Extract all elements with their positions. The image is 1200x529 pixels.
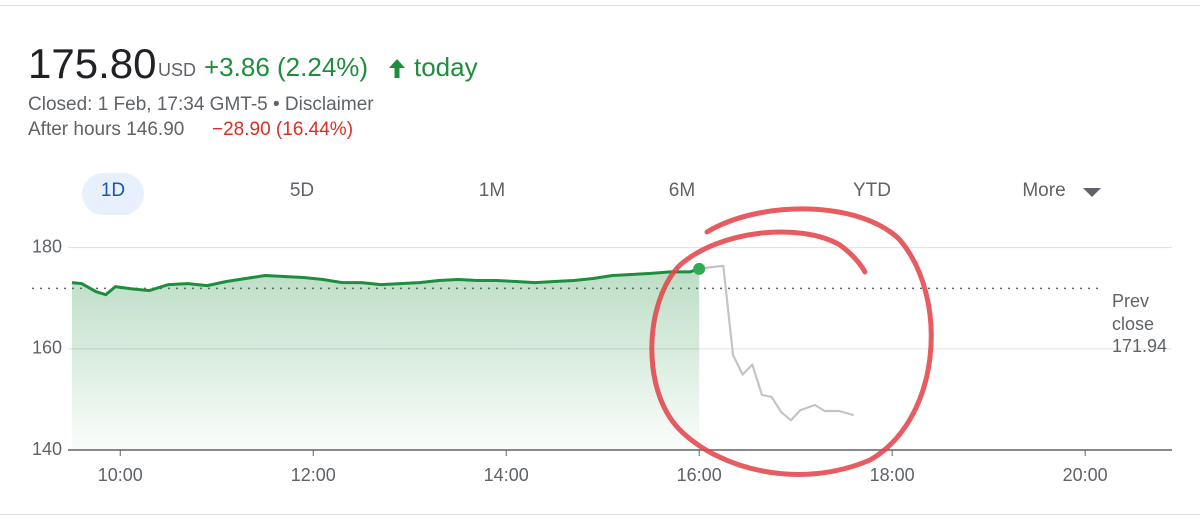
tab[interactable]: YTD bbox=[853, 180, 891, 201]
tab[interactable]: 1M bbox=[478, 180, 506, 201]
tab[interactable]: 6M bbox=[668, 180, 696, 201]
y-tick-label: 140 bbox=[32, 439, 62, 459]
tab[interactable]: More bbox=[1022, 180, 1066, 201]
dropdown-icon bbox=[1083, 188, 1101, 197]
status: Closed: 1 Feb, 17:34 GMT-5 • Disclaimer bbox=[28, 94, 374, 115]
x-tick-label: 14:00 bbox=[484, 465, 529, 485]
line bbox=[71, 267, 700, 297]
line bbox=[699, 264, 854, 422]
price: 175.80 bbox=[28, 40, 157, 87]
prev-close-label: Prev close bbox=[1112, 291, 1155, 334]
currency: USD bbox=[158, 60, 197, 80]
selected-tab-chip bbox=[82, 173, 144, 215]
x-tick-label: 10:00 bbox=[98, 465, 143, 485]
up-arrow bbox=[389, 59, 405, 78]
top-border bbox=[0, 5, 1200, 6]
tab[interactable]: 5D bbox=[289, 180, 315, 201]
prev-close-value: 171.94 bbox=[1112, 336, 1168, 356]
x-tick-label: 16:00 bbox=[677, 465, 722, 485]
y-tick-label: 180 bbox=[32, 236, 62, 256]
change: +3.86 (2.24%) bbox=[204, 52, 369, 82]
after-hours-change: −28.90 (16.44%) bbox=[212, 119, 354, 140]
annotation-circle bbox=[649, 206, 934, 477]
period: today bbox=[414, 52, 478, 82]
x-tick-label: 18:00 bbox=[870, 465, 915, 485]
bottom-border bbox=[0, 514, 1200, 515]
tab[interactable]: 1D bbox=[100, 180, 126, 201]
x-tick-label: 20:00 bbox=[1063, 465, 1108, 485]
after-hours: After hours 146.90 bbox=[28, 119, 185, 140]
x-tick-label: 12:00 bbox=[291, 465, 336, 485]
last-point bbox=[693, 262, 706, 275]
area bbox=[72, 268, 700, 450]
y-tick-label: 160 bbox=[32, 338, 62, 358]
